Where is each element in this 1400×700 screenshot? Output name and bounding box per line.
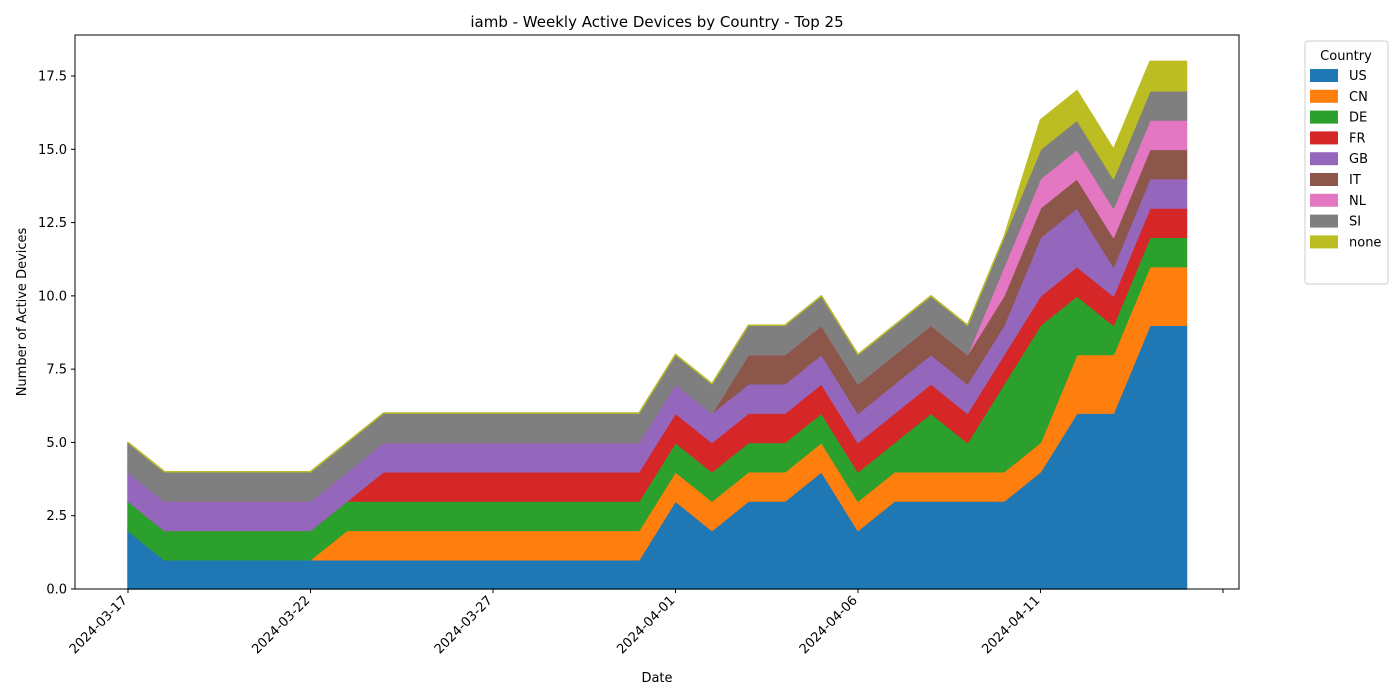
y-tick-label: 5.0 bbox=[46, 436, 67, 451]
x-axis-label: Date bbox=[641, 671, 672, 686]
y-tick-label: 7.5 bbox=[46, 363, 67, 378]
y-tick-label: 10.0 bbox=[38, 289, 67, 304]
x-tick-label: 2024-03-22 bbox=[249, 593, 313, 657]
chart-title: iamb - Weekly Active Devices by Country … bbox=[470, 13, 843, 31]
legend-label-none: none bbox=[1349, 235, 1381, 250]
legend-swatch-us bbox=[1310, 69, 1338, 82]
legend-label-cn: CN bbox=[1349, 90, 1368, 105]
area-none bbox=[127, 60, 1188, 473]
y-tick-label: 12.5 bbox=[38, 216, 67, 231]
plot-frame bbox=[74, 34, 1240, 590]
legend-swatch-none bbox=[1310, 235, 1338, 249]
y-tick-label: 2.5 bbox=[46, 509, 67, 524]
legend-swatch-si bbox=[1310, 214, 1338, 228]
x-tick-label: 2024-04-11 bbox=[979, 593, 1043, 657]
legend-label-us: US bbox=[1349, 69, 1367, 84]
legend-label-nl: NL bbox=[1349, 194, 1367, 209]
x-tick-label: 2024-04-01 bbox=[614, 593, 678, 657]
y-tick-label: 17.5 bbox=[38, 70, 67, 85]
legend-swatch-fr bbox=[1310, 131, 1338, 145]
legend-label-gb: GB bbox=[1349, 152, 1368, 167]
legend-swatch-gb bbox=[1310, 152, 1338, 166]
legend-swatch-de bbox=[1310, 110, 1338, 124]
legend-swatch-nl bbox=[1310, 193, 1338, 207]
x-tick-label: 2024-03-17 bbox=[67, 593, 131, 657]
x-axis-ticks: 2024-03-17 2024-03-22 2024-03-27 2024-04-01… bbox=[67, 589, 1224, 657]
y-axis-ticks: 0.0 2.5 5.0 7.5 10.0 12.5 15.0 17.5 bbox=[38, 70, 75, 598]
legend-label-fr: FR bbox=[1349, 131, 1366, 146]
x-tick-label: 2024-03-27 bbox=[432, 593, 496, 657]
y-tick-label: 15.0 bbox=[38, 143, 67, 158]
area-series-group bbox=[127, 60, 1188, 590]
y-axis-label: Number of Active Devices bbox=[15, 227, 30, 396]
legend-label-de: DE bbox=[1349, 111, 1367, 126]
legend-swatch-cn bbox=[1310, 89, 1338, 103]
x-tick-label: 2024-04-06 bbox=[797, 593, 861, 657]
legend-label-it: IT bbox=[1349, 173, 1361, 188]
legend-swatch-it bbox=[1310, 173, 1338, 186]
y-tick-label: 0.0 bbox=[46, 583, 67, 598]
legend: Country US CN DE FR GB IT NL SI none bbox=[1304, 40, 1389, 285]
legend-title: Country bbox=[1320, 49, 1372, 64]
legend-label-si: SI bbox=[1349, 215, 1361, 230]
legend-items: US CN DE FR GB IT NL SI none bbox=[1310, 69, 1381, 250]
